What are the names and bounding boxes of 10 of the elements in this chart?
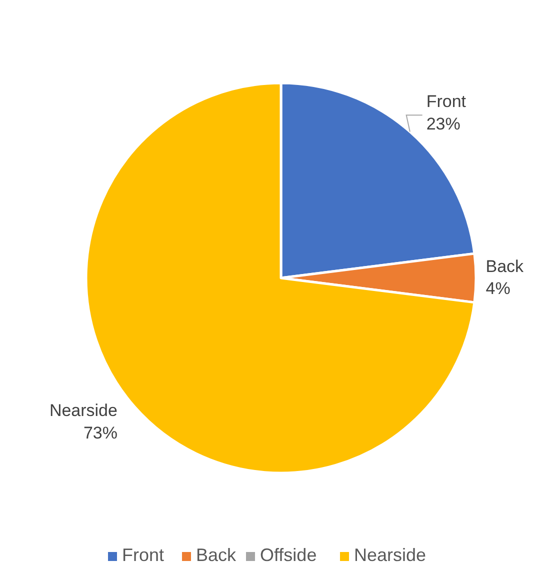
data-label: 4%	[486, 279, 510, 298]
data-label: 23%	[426, 114, 460, 134]
legend-label: Nearside	[354, 545, 426, 565]
slice-label: Back	[486, 257, 524, 276]
slice-label: Nearside	[49, 401, 118, 420]
legend-label: Offside	[260, 545, 317, 565]
legend-label: Back	[196, 545, 238, 565]
slice-label: Front	[426, 92, 466, 112]
data-label: 73%	[83, 423, 118, 442]
legend-label: Front	[122, 545, 164, 565]
